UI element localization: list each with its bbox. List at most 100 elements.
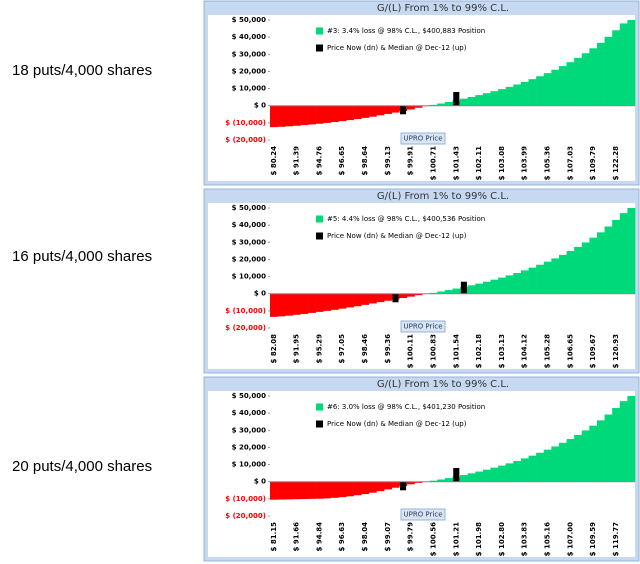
bar	[505, 275, 514, 294]
x-tick-label: $ 122.28	[612, 146, 620, 180]
x-tick-label: $ 106.65	[566, 334, 574, 368]
bar	[391, 481, 400, 488]
x-tick-label: $ 101.98	[475, 522, 483, 556]
bar	[384, 293, 392, 301]
x-tick-label: $ 100.56	[429, 522, 437, 556]
bar	[330, 293, 339, 310]
x-tick-label: $ 99.91	[407, 146, 415, 176]
bar	[467, 285, 476, 294]
bar	[619, 213, 628, 294]
y-tick-label: $ 40,000	[232, 409, 266, 417]
bar	[520, 270, 529, 294]
bar	[361, 293, 370, 305]
x-tick-label: $ 80.24	[270, 146, 278, 176]
bar	[376, 481, 385, 492]
y-tick-label: $ 10,000	[232, 85, 266, 93]
bar	[589, 237, 598, 294]
bar	[270, 481, 278, 500]
bar	[612, 408, 621, 482]
x-tick-label: $ 103.08	[498, 146, 506, 180]
chart-panel: G/(L) From 1% to 99% C.L. $ (20,000) $ (10…	[203, 188, 640, 374]
x-tick-label: $ 102.18	[475, 334, 483, 368]
bar	[505, 463, 514, 482]
x-tick-label: $ 91.66	[293, 522, 301, 552]
bar	[285, 105, 294, 127]
y-tick-label: $ (20,000)	[225, 512, 266, 520]
bar	[277, 481, 286, 500]
bar	[315, 293, 324, 312]
y-tick-label: $ 0	[254, 102, 266, 110]
x-tick-label: $ 101.21	[452, 522, 460, 556]
bar	[292, 105, 301, 126]
bar	[536, 76, 545, 106]
legend-swatch	[316, 215, 323, 223]
x-tick-label: $ 102.80	[498, 522, 506, 556]
y-tick-label: $ 0	[254, 478, 266, 486]
row-label: 16 puts/4,000 shares	[12, 248, 153, 265]
bar	[612, 30, 621, 106]
bar	[627, 20, 636, 106]
y-tick-label: $ 30,000	[232, 50, 266, 58]
bar	[498, 89, 507, 106]
bar	[627, 396, 636, 482]
bar	[574, 434, 583, 482]
x-tick-label: $ 99.36	[384, 334, 392, 364]
legend-swatch	[316, 44, 323, 52]
bar	[581, 53, 590, 106]
x-tick-label: $ 120.93	[612, 334, 620, 368]
x-axis-label-box	[400, 320, 446, 333]
marker-bar	[453, 468, 460, 482]
bar	[414, 481, 423, 483]
bar	[277, 105, 286, 127]
x-tick-label: $ 97.05	[338, 334, 346, 364]
legend-swatch	[316, 27, 323, 35]
row-label: 18 puts/4,000 shares	[12, 62, 153, 79]
chart-title: G/(L) From 1% to 99% C.L.	[377, 191, 509, 202]
legend-label: #3: 3.4% loss @ 98% C.L., $400,883 Posit…	[327, 27, 485, 35]
bar	[513, 272, 522, 294]
bar	[536, 264, 545, 294]
bar	[346, 481, 354, 497]
bar	[490, 467, 499, 482]
bar	[467, 96, 476, 106]
x-tick-label: $ 98.46	[361, 334, 369, 364]
marker-bar	[453, 92, 460, 106]
bar	[543, 449, 552, 482]
bar	[277, 293, 286, 317]
bar	[482, 281, 491, 294]
y-tick-label: $ (20,000)	[225, 136, 266, 144]
bar	[528, 267, 537, 294]
x-tick-label: $ 105.16	[544, 522, 552, 556]
y-tick-label: $ 50,000	[232, 16, 266, 24]
x-tick-label: $ 98.04	[361, 522, 369, 552]
bar	[452, 288, 461, 294]
y-tick-label: $ (10,000)	[225, 307, 266, 315]
bar	[406, 293, 415, 297]
bar	[589, 425, 598, 482]
bar	[444, 290, 453, 294]
bar	[338, 105, 347, 122]
bar	[361, 105, 370, 118]
marker-bar	[460, 281, 467, 294]
bar	[292, 293, 301, 315]
bar	[315, 105, 324, 124]
bar	[346, 293, 354, 308]
x-tick-label: $ 82.08	[270, 334, 278, 364]
y-tick-label: $ 30,000	[232, 238, 266, 246]
bar	[460, 98, 469, 106]
bar	[330, 105, 339, 122]
bar	[460, 475, 469, 482]
bar	[270, 105, 278, 128]
x-tick-label: $ 107.03	[566, 146, 574, 180]
y-tick-label: $ 20,000	[232, 67, 266, 75]
y-tick-label: $ 50,000	[232, 204, 266, 212]
x-axis-label: UPRO Price	[403, 135, 442, 143]
bar	[581, 242, 590, 294]
x-tick-label: $ 91.39	[293, 146, 301, 176]
bar	[574, 246, 583, 294]
bar	[581, 430, 590, 482]
bar	[399, 293, 408, 298]
x-tick-label: $ 91.95	[293, 334, 301, 364]
bar	[406, 105, 415, 110]
x-tick-label: $ 95.29	[315, 334, 323, 364]
